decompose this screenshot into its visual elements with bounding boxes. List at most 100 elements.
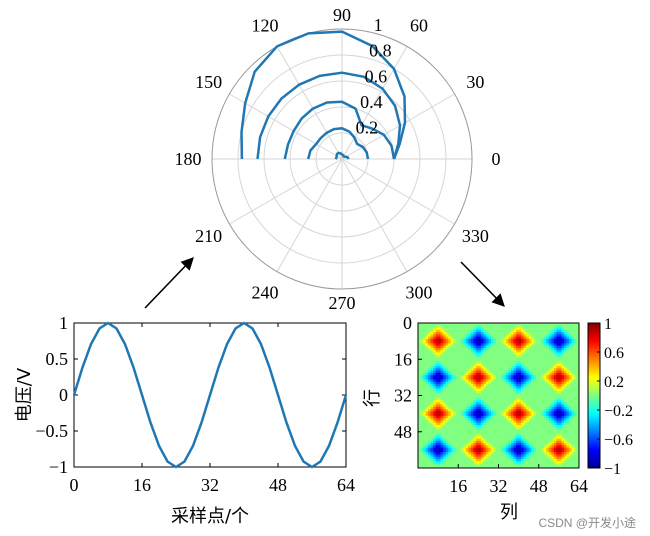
heatmap-cell — [465, 363, 469, 367]
heatmap-cell — [443, 384, 446, 387]
heatmap-cell — [541, 463, 545, 467]
heatmap-cell — [428, 388, 431, 392]
heatmap-cell — [488, 454, 492, 457]
heatmap-cell — [440, 461, 444, 464]
heatmap-cell — [546, 343, 550, 346]
heatmap-cell — [513, 431, 517, 435]
heatmap-cell — [563, 434, 567, 437]
heatmap-cell — [548, 354, 552, 358]
heatmap-cell — [418, 345, 421, 349]
heatmap-cell — [533, 409, 537, 412]
heatmap-cell — [480, 463, 484, 467]
heatmap-cell — [488, 443, 492, 446]
heatmap-cell — [483, 372, 487, 376]
heatmap-cell — [523, 350, 527, 353]
heatmap-cell — [546, 424, 550, 428]
heatmap-cell — [561, 461, 565, 464]
heatmap-cell — [450, 327, 454, 331]
heatmap-cell — [518, 420, 522, 423]
heatmap-cell — [518, 386, 522, 390]
heatmap-cell — [495, 418, 499, 421]
heatmap-cell — [443, 413, 446, 417]
heatmap-cell — [523, 325, 527, 328]
heatmap-cell — [518, 356, 522, 360]
heatmap-cell — [571, 404, 575, 408]
polar-spoke-120 — [276, 46, 343, 160]
heatmap-cell — [526, 338, 529, 342]
heatmap-cell — [571, 375, 575, 378]
heatmap-cell — [468, 366, 472, 369]
heatmap-cell — [548, 465, 552, 469]
heatmap-cell — [495, 388, 499, 392]
heatmap-cell — [571, 356, 575, 360]
heatmap-cell — [430, 334, 434, 337]
heatmap-cell — [463, 384, 467, 387]
sine-ticks: 0 16 32 48 64−1−0.500.51 — [35, 313, 355, 495]
heatmap-cell — [531, 397, 535, 401]
heatmap-cell — [483, 366, 487, 369]
heatmap-cell — [568, 434, 572, 437]
heatmap-cell — [518, 413, 522, 417]
heatmap-cell — [513, 363, 517, 367]
heatmap-cell — [458, 397, 462, 401]
heatmap-cell — [521, 434, 524, 437]
heatmap-cell — [516, 465, 519, 469]
heatmap-cell — [566, 390, 570, 394]
heatmap-cell — [541, 397, 545, 401]
heatmap-cell — [425, 413, 429, 417]
heatmap-cell — [488, 384, 492, 387]
heatmap-cell — [531, 327, 535, 331]
heatmap-cell — [463, 411, 467, 414]
heatmap-cell — [435, 323, 439, 326]
polar-theta-label-300: 300 — [406, 282, 433, 302]
heatmap-cell — [463, 445, 467, 448]
heatmap-cell — [563, 390, 567, 394]
heatmap-cell — [541, 454, 545, 457]
heatmap-cell — [450, 356, 454, 360]
heatmap-cell — [556, 445, 560, 448]
heatmap-cell — [541, 345, 545, 349]
heatmap-cell — [558, 409, 562, 412]
heatmap-cell — [485, 347, 489, 351]
heatmap-cell — [423, 327, 426, 331]
heatmap-cell — [468, 352, 472, 356]
heatmap-cell — [475, 393, 479, 396]
heatmap-cell — [558, 393, 562, 396]
heatmap-cell — [563, 386, 567, 390]
heatmap-cell — [470, 390, 474, 394]
heatmap-cell — [573, 400, 577, 403]
heatmap-cell — [485, 427, 489, 430]
heatmap-cell — [516, 390, 519, 394]
heatmap-cell — [536, 427, 540, 430]
heatmap-cell — [498, 429, 502, 433]
heatmap-cell — [463, 436, 467, 439]
heatmap-cell — [571, 429, 575, 433]
heatmap-cell — [445, 420, 449, 423]
heatmap-cell — [531, 384, 535, 387]
polar-series-line-5 — [240, 30, 407, 160]
heatmap-cell — [563, 413, 567, 417]
heatmap-cell — [541, 359, 545, 362]
polar-r-label-1: 1 — [374, 15, 383, 35]
heatmap-cell — [443, 458, 446, 462]
heatmap-cell — [480, 445, 484, 448]
heatmap-cell — [568, 336, 572, 340]
heatmap-cell — [495, 366, 499, 369]
heatmap-cell — [445, 354, 449, 358]
heatmap-cell — [473, 325, 477, 328]
heatmap-cell — [425, 359, 429, 362]
heatmap-cell — [428, 413, 431, 417]
heatmap-cell — [536, 329, 540, 333]
heatmap-cell — [433, 438, 436, 442]
heatmap-cell — [465, 372, 469, 376]
heatmap-cell — [488, 375, 492, 378]
heatmap-cell — [528, 418, 532, 421]
heatmap-cell — [541, 332, 545, 335]
heatmap-cell — [448, 332, 452, 335]
heatmap-cell — [511, 336, 514, 340]
heatmap-cell — [450, 422, 454, 426]
heatmap-cell — [495, 452, 499, 455]
heatmap-cell — [571, 409, 575, 412]
heatmap-cell — [506, 336, 509, 340]
heatmap-cell — [420, 400, 424, 403]
